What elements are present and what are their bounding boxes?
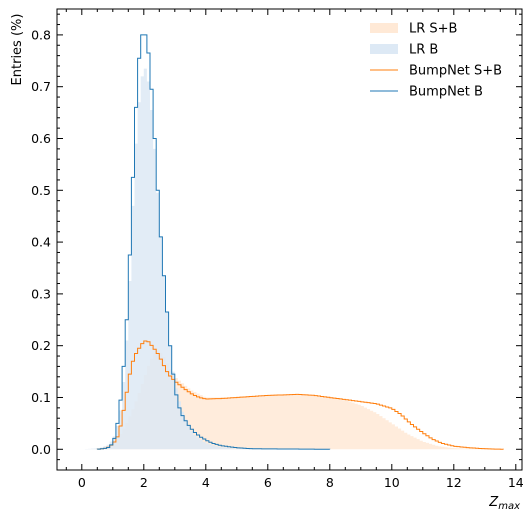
x-tick-label: 2 [140, 475, 148, 490]
y-tick-label: 0.0 [31, 442, 51, 457]
x-tick-label: 0 [78, 475, 86, 490]
axis-ticks: 0 2 4 6 8 10 12 14 0.0 0.1 0.2 0.3 0.4 0.5 0.6 0.7 0.8 [31, 9, 524, 490]
legend-label-bumpnet-b: BumpNet B [409, 85, 483, 100]
legend-label-lr-b: LR B [409, 43, 438, 58]
plot-data-layer [81, 34, 504, 450]
x-tick-label: 6 [264, 475, 272, 490]
x-axis-label: Zmax [488, 495, 520, 512]
legend: LR S+B LR B BumpNet S+B BumpNet B [370, 22, 502, 100]
plot-frame [56, 8, 523, 471]
x-tick-label: 8 [326, 475, 334, 490]
y-axis-label: Entries (%) [10, 14, 25, 86]
x-tick-label: 10 [384, 475, 400, 490]
legend-label-bumpnet-s-b: BumpNet S+B [409, 64, 502, 79]
series-bumpnet-s-b-line [96, 340, 504, 450]
x-axis-label-subscript: max [498, 501, 520, 512]
series-lr-b-area [81, 68, 330, 450]
x-tick-label: 14 [508, 475, 524, 490]
y-tick-label: 0.6 [31, 131, 51, 146]
x-tick-label: 4 [202, 475, 210, 490]
legend-swatch-lr-b [370, 44, 398, 54]
legend-swatch-lr-s-b [370, 23, 398, 33]
y-tick-label: 0.3 [31, 286, 51, 301]
x-tick-label: 12 [446, 475, 462, 490]
y-tick-label: 0.7 [31, 79, 51, 94]
x-axis-label-main: Z [488, 495, 499, 510]
y-tick-label: 0.8 [31, 27, 51, 42]
y-tick-label: 0.5 [31, 183, 51, 198]
y-tick-label: 0.4 [31, 235, 51, 250]
y-tick-label: 0.2 [31, 338, 51, 353]
y-tick-label: 0.1 [31, 390, 51, 405]
legend-label-lr-s-b: LR S+B [409, 22, 457, 37]
series-bumpnet-b-line [96, 34, 331, 450]
